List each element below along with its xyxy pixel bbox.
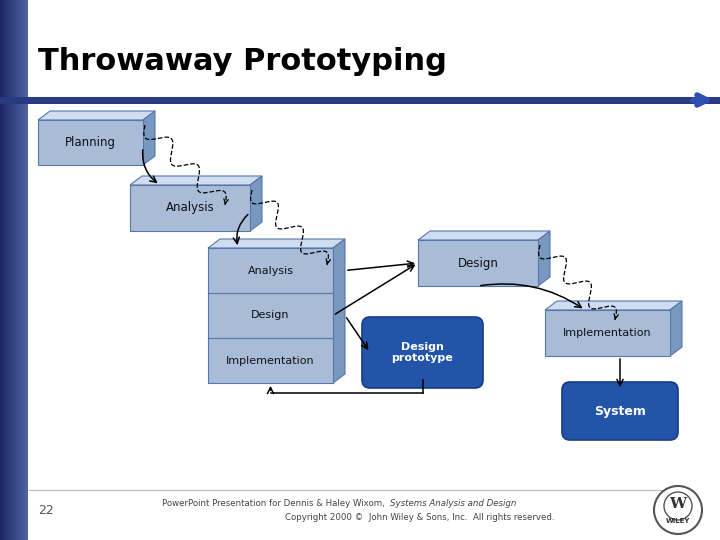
Polygon shape [418, 240, 538, 286]
Text: Systems Analysis and Design: Systems Analysis and Design [390, 500, 516, 509]
Polygon shape [418, 231, 550, 240]
Polygon shape [538, 231, 550, 286]
Text: Design
prototype: Design prototype [392, 342, 454, 363]
FancyBboxPatch shape [362, 317, 483, 388]
Polygon shape [38, 111, 155, 120]
Polygon shape [38, 120, 143, 165]
Polygon shape [130, 185, 250, 231]
Text: Planning: Planning [65, 136, 116, 149]
Polygon shape [143, 111, 155, 165]
Text: Implementation: Implementation [563, 328, 652, 338]
Text: Implementation: Implementation [226, 355, 315, 366]
Text: Copyright 2000 ©  John Wiley & Sons, Inc.  All rights reserved.: Copyright 2000 © John Wiley & Sons, Inc.… [285, 512, 554, 522]
Text: Analysis: Analysis [166, 201, 215, 214]
Polygon shape [208, 248, 333, 383]
Text: Throwaway Prototyping: Throwaway Prototyping [38, 48, 447, 77]
Text: WILEY: WILEY [666, 518, 690, 524]
Circle shape [654, 486, 702, 534]
Text: 22: 22 [38, 503, 54, 516]
Text: Design: Design [458, 256, 498, 269]
Polygon shape [250, 176, 262, 231]
Bar [0, 97, 720, 104]
Polygon shape [333, 239, 345, 383]
Polygon shape [130, 176, 262, 185]
Polygon shape [208, 239, 345, 248]
Polygon shape [545, 301, 682, 310]
Text: Analysis: Analysis [248, 266, 294, 275]
Text: PowerPoint Presentation for Dennis & Haley Wixom,: PowerPoint Presentation for Dennis & Hal… [162, 500, 390, 509]
Polygon shape [670, 301, 682, 356]
FancyBboxPatch shape [562, 382, 678, 440]
Polygon shape [545, 310, 670, 356]
Text: Design: Design [251, 310, 289, 321]
Text: W: W [670, 497, 687, 511]
Text: System: System [594, 404, 646, 417]
